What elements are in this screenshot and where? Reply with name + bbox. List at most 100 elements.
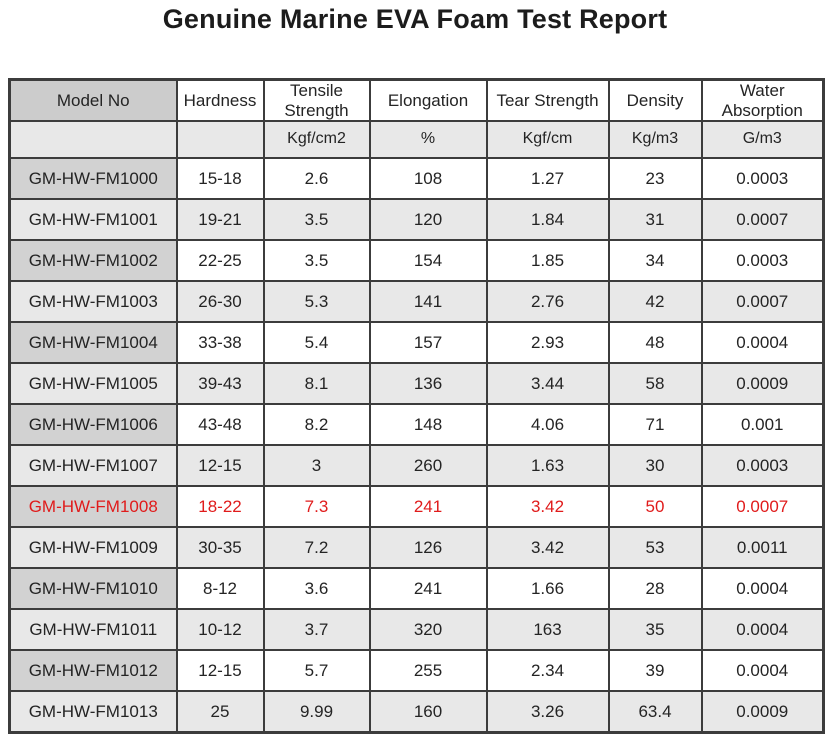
unit-cell: Kgf/cm <box>485 120 610 160</box>
value-cell: 255 <box>368 649 488 693</box>
model-cell: GM-HW-FM1011 <box>8 608 178 652</box>
table-row: GM-HW-FM1009 30-35 7.2 126 3.42 53 0.001… <box>8 526 825 570</box>
model-cell: GM-HW-FM1001 <box>8 198 178 242</box>
value-cell: 12-15 <box>175 444 265 488</box>
value-cell: 71 <box>607 403 703 447</box>
value-cell: 53 <box>607 526 703 570</box>
header-cell-density: Density <box>607 78 703 123</box>
model-cell: GM-HW-FM1008 <box>8 485 178 529</box>
value-cell: 3.5 <box>262 198 371 242</box>
value-cell: 3 <box>262 444 371 488</box>
value-cell: 5.7 <box>262 649 371 693</box>
value-cell: 23 <box>607 157 703 201</box>
value-cell: 136 <box>368 362 488 406</box>
value-cell: 3.44 <box>485 362 610 406</box>
value-cell: 31 <box>607 198 703 242</box>
value-cell: 34 <box>607 239 703 283</box>
table-row-highlighted: GM-HW-FM1008 18-22 7.3 241 3.42 50 0.000… <box>8 485 825 529</box>
value-cell: 8.1 <box>262 362 371 406</box>
table-row: GM-HW-FM1007 12-15 3 260 1.63 30 0.0003 <box>8 444 825 488</box>
model-cell: GM-HW-FM1000 <box>8 157 178 201</box>
table-row: GM-HW-FM1005 39-43 8.1 136 3.44 58 0.000… <box>8 362 825 406</box>
value-cell: 3.6 <box>262 567 371 611</box>
value-cell: 126 <box>368 526 488 570</box>
value-cell: 3.7 <box>262 608 371 652</box>
value-cell: 120 <box>368 198 488 242</box>
value-cell: 43-48 <box>175 403 265 447</box>
table-row: GM-HW-FM1000 15-18 2.6 108 1.27 23 0.000… <box>8 157 825 201</box>
model-cell: GM-HW-FM1006 <box>8 403 178 447</box>
model-cell: GM-HW-FM1003 <box>8 280 178 324</box>
unit-cell <box>175 120 265 160</box>
value-cell: 58 <box>607 362 703 406</box>
value-cell: 33-38 <box>175 321 265 365</box>
table-row: GM-HW-FM1011 10-12 3.7 320 163 35 0.0004 <box>8 608 825 652</box>
value-cell: 0.0007 <box>700 280 825 324</box>
header-cell-elongation: Elongation <box>368 78 488 123</box>
value-cell: 3.42 <box>485 485 610 529</box>
model-cell: GM-HW-FM1007 <box>8 444 178 488</box>
table-row: GM-HW-FM1006 43-48 8.2 148 4.06 71 0.001 <box>8 403 825 447</box>
value-cell: 42 <box>607 280 703 324</box>
value-cell: 8-12 <box>175 567 265 611</box>
value-cell: 108 <box>368 157 488 201</box>
table-row: GM-HW-FM1001 19-21 3.5 120 1.84 31 0.000… <box>8 198 825 242</box>
header-row: Model No Hardness Tensile Strength Elong… <box>8 78 825 123</box>
value-cell: 3.42 <box>485 526 610 570</box>
value-cell: 3.5 <box>262 239 371 283</box>
value-cell: 2.6 <box>262 157 371 201</box>
value-cell: 241 <box>368 567 488 611</box>
value-cell: 0.0009 <box>700 690 825 734</box>
value-cell: 0.0009 <box>700 362 825 406</box>
value-cell: 48 <box>607 321 703 365</box>
unit-cell <box>8 120 178 160</box>
value-cell: 241 <box>368 485 488 529</box>
value-cell: 141 <box>368 280 488 324</box>
value-cell: 7.2 <box>262 526 371 570</box>
value-cell: 26-30 <box>175 280 265 324</box>
value-cell: 9.99 <box>262 690 371 734</box>
unit-cell: % <box>368 120 488 160</box>
header-cell-tensile-strength: Tensile Strength <box>262 78 371 123</box>
value-cell: 0.0004 <box>700 321 825 365</box>
value-cell: 1.85 <box>485 239 610 283</box>
value-cell: 0.0003 <box>700 157 825 201</box>
report-table: Model No Hardness Tensile Strength Elong… <box>8 78 825 734</box>
value-cell: 63.4 <box>607 690 703 734</box>
value-cell: 0.001 <box>700 403 825 447</box>
table-row: GM-HW-FM1013 25 9.99 160 3.26 63.4 0.000… <box>8 690 825 734</box>
value-cell: 18-22 <box>175 485 265 529</box>
value-cell: 15-18 <box>175 157 265 201</box>
value-cell: 160 <box>368 690 488 734</box>
value-cell: 0.0007 <box>700 198 825 242</box>
header-cell-model-no: Model No <box>8 78 178 123</box>
value-cell: 154 <box>368 239 488 283</box>
value-cell: 2.76 <box>485 280 610 324</box>
units-row: Kgf/cm2 % Kgf/cm Kg/m3 G/m3 <box>8 120 825 160</box>
value-cell: 0.0007 <box>700 485 825 529</box>
value-cell: 22-25 <box>175 239 265 283</box>
value-cell: 5.4 <box>262 321 371 365</box>
header-cell-water-absorption: Water Absorption <box>700 78 825 123</box>
value-cell: 0.0004 <box>700 608 825 652</box>
table-row: GM-HW-FM1004 33-38 5.4 157 2.93 48 0.000… <box>8 321 825 365</box>
value-cell: 2.34 <box>485 649 610 693</box>
value-cell: 0.0004 <box>700 567 825 611</box>
value-cell: 30 <box>607 444 703 488</box>
unit-cell: G/m3 <box>700 120 825 160</box>
table-row: GM-HW-FM1010 8-12 3.6 241 1.66 28 0.0004 <box>8 567 825 611</box>
value-cell: 3.26 <box>485 690 610 734</box>
header-cell-hardness: Hardness <box>175 78 265 123</box>
value-cell: 5.3 <box>262 280 371 324</box>
value-cell: 28 <box>607 567 703 611</box>
value-cell: 50 <box>607 485 703 529</box>
model-cell: GM-HW-FM1012 <box>8 649 178 693</box>
value-cell: 260 <box>368 444 488 488</box>
value-cell: 148 <box>368 403 488 447</box>
table-row: GM-HW-FM1003 26-30 5.3 141 2.76 42 0.000… <box>8 280 825 324</box>
value-cell: 25 <box>175 690 265 734</box>
model-cell: GM-HW-FM1005 <box>8 362 178 406</box>
value-cell: 0.0003 <box>700 239 825 283</box>
value-cell: 2.93 <box>485 321 610 365</box>
